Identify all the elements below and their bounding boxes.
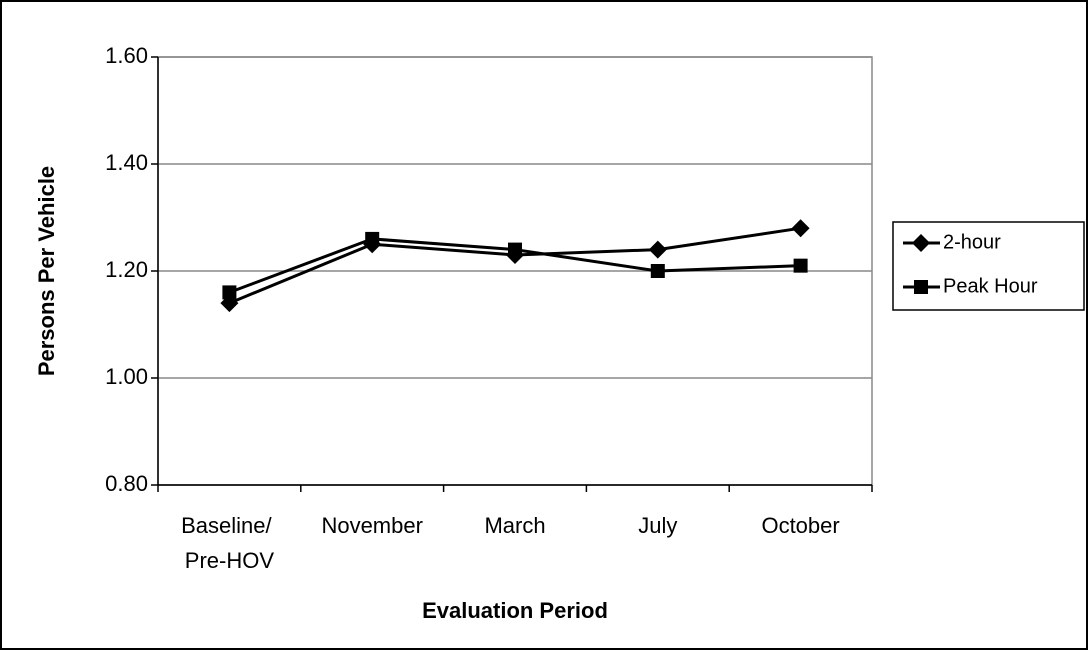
y-tick-label: 1.00 bbox=[105, 364, 148, 389]
marker-diamond bbox=[912, 234, 930, 252]
x-tick-label: July bbox=[638, 513, 677, 538]
x-tick-label: November bbox=[321, 513, 422, 538]
legend-box bbox=[892, 221, 1085, 311]
legend-label: 2-hour bbox=[943, 231, 1001, 253]
x-tick-label: March bbox=[484, 513, 545, 538]
legend-label: Peak Hour bbox=[943, 275, 1038, 297]
marker-square bbox=[508, 242, 522, 257]
y-tick-label: 1.20 bbox=[105, 257, 148, 282]
x-axis-title: Evaluation Period bbox=[422, 598, 608, 623]
x-tick-label: Baseline/ Pre-HOV bbox=[181, 513, 278, 573]
marker-square bbox=[914, 280, 928, 294]
y-tick-label: 0.80 bbox=[105, 471, 148, 496]
y-tick-label: 1.40 bbox=[105, 150, 148, 175]
y-tick-label: 1.60 bbox=[105, 43, 148, 68]
marker-square bbox=[793, 258, 808, 273]
x-tick-label: October bbox=[761, 513, 839, 538]
marker-square bbox=[650, 264, 665, 278]
marker-diamond bbox=[791, 219, 810, 238]
marker-diamond bbox=[648, 240, 667, 259]
marker-square bbox=[365, 231, 380, 246]
marker-square bbox=[222, 285, 237, 300]
y-axis-title: Persons Per Vehicle bbox=[34, 166, 59, 376]
